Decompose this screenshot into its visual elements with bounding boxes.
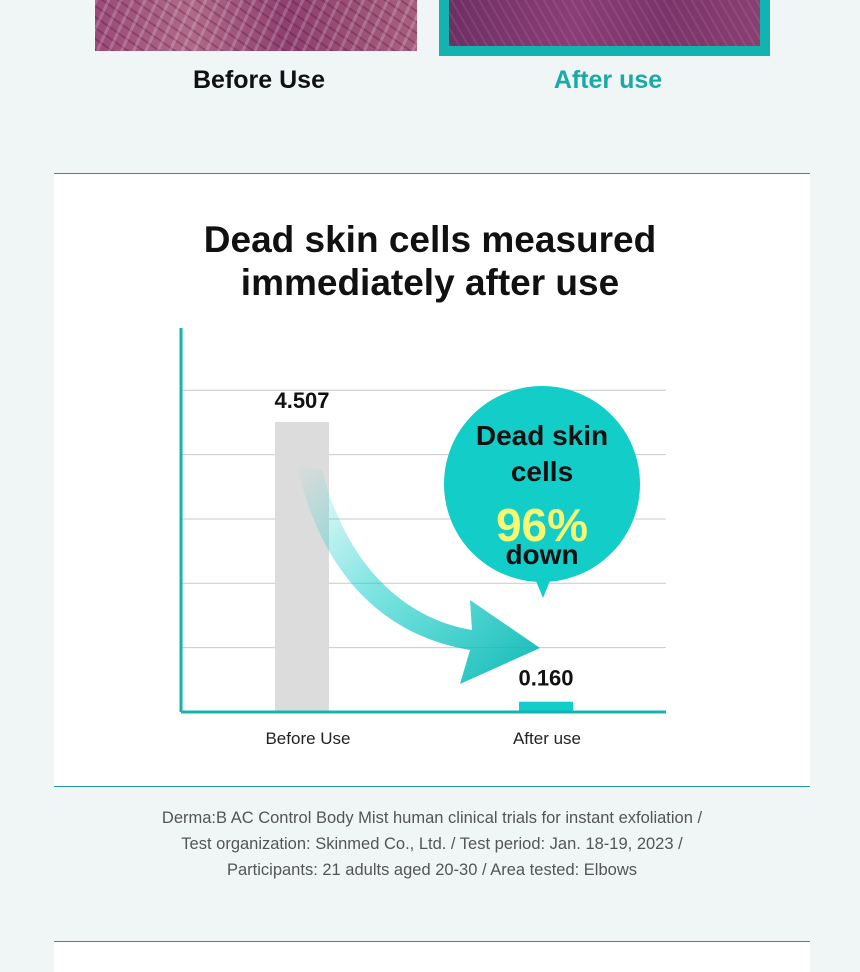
footnote-line-2: Test organization: Skinmed Co., Ltd. / T… (181, 835, 683, 853)
after-use-photo (449, 0, 760, 46)
callout-tail (534, 576, 552, 598)
bar-before-use (275, 422, 329, 712)
callout-bubble: Dead skin cells 96% down (444, 386, 640, 582)
footnote-line-1: Derma:B AC Control Body Mist human clini… (161, 809, 703, 827)
callout-line-1: Dead skin (475, 420, 609, 451)
chart-title-line-1: Dead skin cells measured (203, 219, 657, 260)
next-section-panel (54, 941, 810, 972)
x-tick-label-before-use: Before Use (265, 729, 350, 748)
callout-line-2: cells (510, 456, 574, 487)
footnote-line-3: Participants: 21 adults aged 20-30 / Are… (226, 861, 637, 879)
data-label-after-use: 0.160 (518, 666, 573, 691)
chart-title: Dead skin cells measured immediately aft… (0, 218, 860, 304)
chart-title-line-2: immediately after use (240, 262, 620, 303)
study-footnote: Derma:B AC Control Body Mist human clini… (54, 805, 810, 883)
callout-percent: 96% (495, 499, 589, 551)
before-use-photo (95, 0, 417, 51)
bar-after-use (519, 701, 573, 712)
data-label-before-use: 4.507 (274, 388, 329, 413)
decrease-arrow (297, 465, 540, 684)
before-use-caption: Before Use (193, 66, 325, 94)
callout-line-3: down (505, 539, 579, 570)
after-use-caption: After use (553, 66, 663, 94)
x-tick-label-after-use: After use (513, 729, 581, 748)
